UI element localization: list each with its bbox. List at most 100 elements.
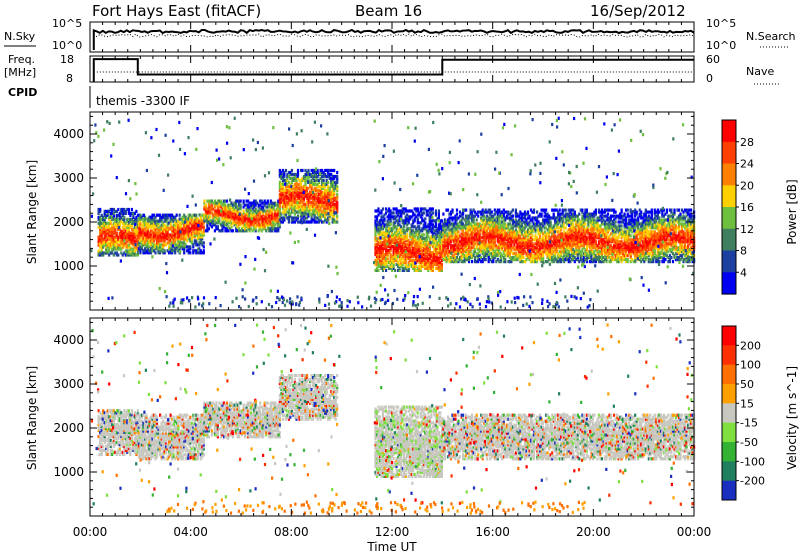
echo-cell [265, 211, 268, 215]
echo-cell [111, 233, 114, 237]
echo-cell [181, 231, 184, 235]
echo-cell [457, 238, 460, 242]
echo-cell [262, 227, 265, 231]
echo-cell [434, 260, 437, 265]
echo-cell [490, 234, 493, 238]
echo-cell [398, 211, 401, 215]
echo-cell [127, 253, 130, 257]
echo-cell [312, 208, 315, 212]
echo-cell [284, 210, 287, 214]
echo-cell [318, 192, 321, 196]
echo-cell [434, 225, 437, 229]
echo-cell [448, 212, 451, 216]
echo-cell [486, 236, 489, 240]
echo-cell [400, 247, 403, 251]
echo-cell [428, 260, 431, 265]
echo-cell [437, 260, 440, 265]
echo-cell [321, 174, 324, 179]
echo-cell [451, 260, 454, 264]
echo-cell [463, 256, 466, 260]
echo-cell [289, 182, 292, 186]
echo-cell [468, 216, 471, 220]
echo-cell [102, 223, 105, 227]
echo-cell [374, 253, 377, 257]
echo-cell [168, 213, 171, 217]
echo-cell [400, 231, 403, 235]
echo-cell [299, 204, 303, 208]
echo-cell [292, 200, 295, 204]
echo-cell [112, 231, 115, 235]
echo-cell [278, 212, 281, 216]
echo-cell [266, 223, 269, 227]
echo-cell [109, 251, 112, 255]
echo-cell [114, 219, 117, 223]
echo-cell [254, 215, 257, 219]
echo-cell [103, 227, 106, 231]
echo-cell [281, 192, 284, 196]
echo-cell [239, 199, 242, 203]
echo-cell [407, 253, 410, 257]
echo-cell [251, 219, 254, 223]
echo-cell [254, 229, 257, 233]
noise-left-tick-top: 10^5 [52, 17, 82, 30]
echo-cell [199, 217, 202, 221]
echo-cell [425, 209, 428, 213]
echo-cell [111, 249, 114, 253]
echo-cell [457, 250, 460, 254]
echo-cell [403, 249, 406, 253]
echo-cell [313, 168, 316, 173]
echo-cell [445, 248, 448, 252]
echo-cell [225, 229, 229, 233]
echo-cell [375, 229, 379, 233]
echo-cell [454, 238, 457, 242]
echo-cell [460, 258, 463, 262]
echo-cell [299, 208, 303, 212]
echo-cell [394, 237, 397, 241]
echo-cell [392, 237, 395, 241]
echo-cell [129, 213, 132, 217]
echo-cell [331, 200, 334, 204]
echo-cell [230, 217, 233, 221]
echo-cell [162, 231, 165, 235]
echo-cell [245, 199, 248, 203]
echo-cell [309, 172, 312, 177]
echo-cell [455, 228, 459, 232]
echo-cell [394, 233, 397, 237]
echo-cell [283, 194, 286, 198]
echo-cell [219, 211, 223, 215]
echo-cell [475, 228, 478, 232]
echo-cell [458, 220, 462, 224]
echo-cell [254, 217, 257, 221]
echo-cell [428, 266, 431, 270]
echo-cell [403, 243, 406, 247]
echo-cell [486, 232, 489, 236]
echo-cell [433, 253, 436, 257]
echo-cell [403, 245, 406, 249]
echo-cell [481, 260, 484, 264]
echo-cell [413, 253, 416, 257]
echo-cell [268, 211, 271, 215]
echo-cell [407, 209, 410, 213]
echo-cell [135, 227, 138, 231]
echo-cell [403, 223, 406, 227]
echo-cell [381, 253, 385, 257]
echo-cell [277, 219, 280, 223]
echo-cell [374, 245, 377, 249]
echo-cell [293, 190, 296, 194]
echo-cell [118, 223, 121, 227]
echo-cell [159, 237, 162, 241]
echo-cell [296, 168, 300, 173]
echo-cell [471, 220, 474, 224]
echo-cell [475, 212, 478, 216]
echo-cell [486, 244, 489, 248]
echo-cell [169, 219, 172, 223]
echo-cell [166, 233, 169, 237]
echo-cell [242, 219, 245, 223]
echo-cell [400, 245, 403, 249]
echo-cell [312, 206, 315, 210]
echo-cell [109, 237, 112, 241]
echo-cell [471, 212, 474, 216]
echo-cell [265, 219, 268, 223]
echo-cell [265, 201, 268, 205]
echo-cell [231, 203, 235, 207]
